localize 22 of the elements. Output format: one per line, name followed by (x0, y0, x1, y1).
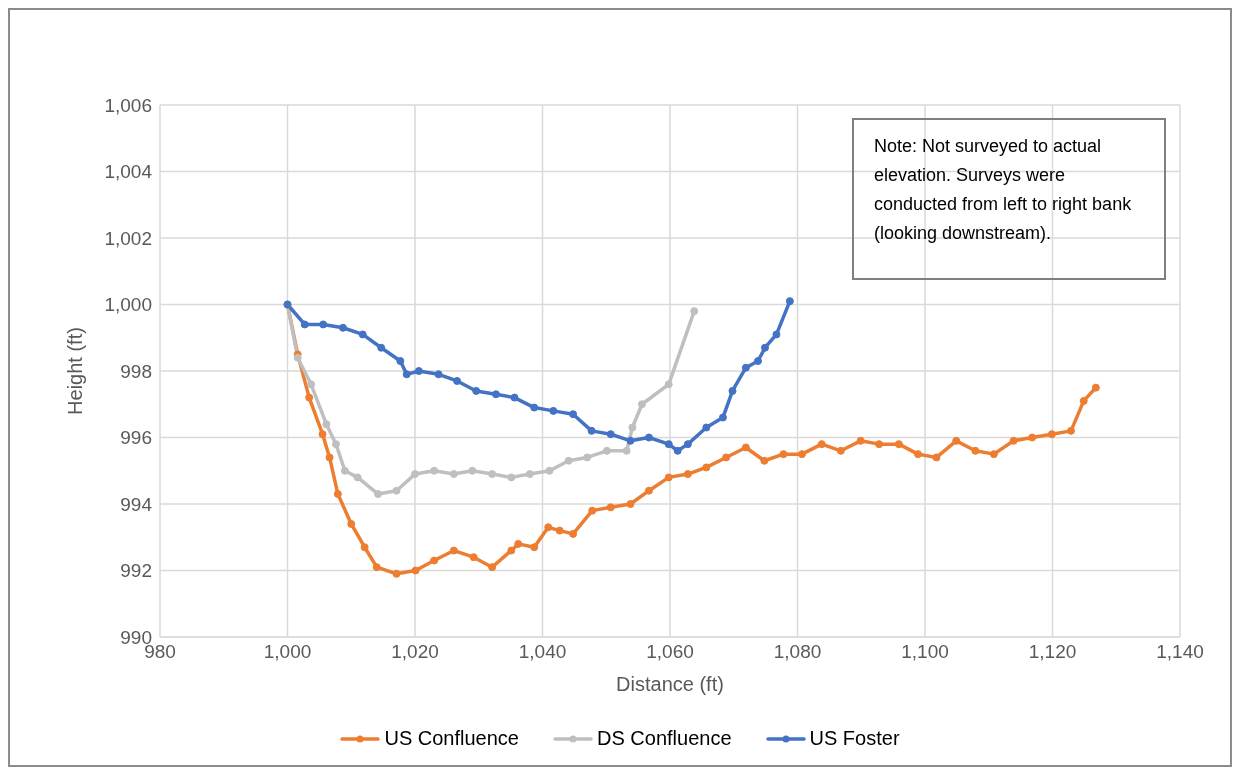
x-axis-title: Distance (ft) (616, 673, 724, 696)
y-tick-label: 992 (120, 560, 152, 582)
y-tick-label: 1,002 (104, 227, 152, 249)
x-tick-label: 1,020 (391, 641, 439, 663)
x-tick-label: 1,040 (518, 641, 567, 663)
y-tick-label: 1,000 (104, 294, 152, 316)
x-tick-label: 1,100 (901, 641, 949, 663)
y-tick-label: 996 (120, 427, 152, 449)
y-tick-label: 1,006 (104, 94, 152, 116)
y-tick-label: 994 (120, 493, 153, 515)
x-tick-label: 1,080 (773, 641, 822, 663)
x-tick-label: 1,120 (1028, 641, 1077, 663)
y-axis-title: Height (ft) (64, 327, 87, 415)
x-tick-label: 1,060 (646, 641, 694, 663)
legend-label: DS Confluence (596, 727, 732, 750)
y-tick-label: 1,004 (104, 161, 153, 183)
legend-label: US Confluence (384, 727, 519, 750)
x-tick-label: 1,140 (1156, 641, 1204, 663)
x-tick-label: 1,000 (263, 641, 312, 663)
annotation: Note: Not surveyed to actual elevation. Surveys were conducted from left to right bank (looking downstream). (852, 118, 1166, 280)
legend-label: US Foster (809, 727, 900, 750)
y-tick-label: 998 (120, 360, 152, 382)
